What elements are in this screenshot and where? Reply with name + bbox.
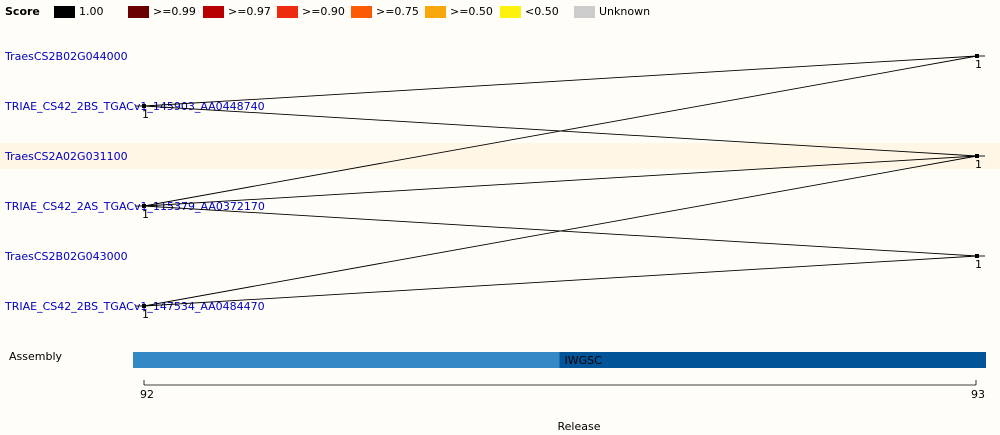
version-node[interactable] [142, 304, 146, 308]
axis-tick-label: 93 [971, 388, 985, 401]
legend-label: Unknown [599, 5, 651, 18]
legend-label: >=0.97 [228, 5, 271, 18]
legend-item: <0.50 [500, 5, 559, 18]
node-score: 1 [142, 308, 149, 321]
homology-link [143, 255, 978, 307]
version-node[interactable] [975, 254, 979, 258]
gene-link[interactable]: TraesCS2B02G043000 [4, 250, 128, 263]
legend-item: Unknown [574, 5, 650, 18]
legend-item: >=0.50 [425, 5, 493, 18]
legend-swatch [277, 5, 298, 18]
assembly-label: Assembly [9, 350, 63, 363]
legend-swatch [425, 5, 446, 18]
axis-title: Release [558, 420, 601, 433]
version-node[interactable] [142, 204, 146, 208]
homology-link [143, 155, 978, 307]
node-score: 1 [142, 208, 149, 221]
gene-link[interactable]: TraesCS2A02G031100 [4, 150, 128, 163]
homology-link [143, 55, 978, 207]
gene-link[interactable]: TRIAE_CS42_2BS_TGACv1_147534_AA0484470 [4, 300, 265, 313]
legend-swatch [351, 5, 372, 18]
legend-label: >=0.50 [450, 5, 493, 18]
axis-tick-label: 92 [140, 388, 154, 401]
legend-item: 1.00 [54, 5, 104, 18]
score-legend: Score 1.00 >=0.99 >=0.97 >=0.90 >=0.75 >=0.50… [0, 0, 1000, 22]
legend-item: >=0.97 [203, 5, 271, 18]
version-node[interactable] [975, 154, 979, 158]
legend-label: >=0.99 [153, 5, 196, 18]
legend-swatch [203, 5, 224, 18]
legend-item: >=0.75 [351, 5, 419, 18]
version-node[interactable] [975, 54, 979, 58]
legend-item: >=0.99 [128, 5, 196, 18]
node-score: 1 [975, 58, 982, 71]
legend-label: <0.50 [525, 5, 559, 18]
legend-label: >=0.90 [302, 5, 345, 18]
assembly-segment [559, 352, 986, 368]
row-highlight [0, 143, 1000, 169]
legend-label: >=0.75 [376, 5, 419, 18]
legend-swatch [500, 5, 521, 18]
legend-item: >=0.90 [277, 5, 345, 18]
legend-swatch [574, 5, 595, 18]
node-score: 1 [142, 108, 149, 121]
node-score: 1 [975, 158, 982, 171]
assembly-segment-label: IWGSC [565, 354, 603, 367]
legend-swatch [128, 5, 149, 18]
legend-title: Score [5, 5, 40, 18]
assembly-segment [133, 352, 560, 368]
homology-link [143, 55, 978, 107]
legend-label: 1.00 [79, 5, 104, 18]
node-score: 1 [975, 258, 982, 271]
homology-link [143, 155, 978, 207]
gene-link[interactable]: TraesCS2B02G044000 [4, 50, 128, 63]
legend-swatch [54, 5, 75, 18]
version-node[interactable] [142, 104, 146, 108]
